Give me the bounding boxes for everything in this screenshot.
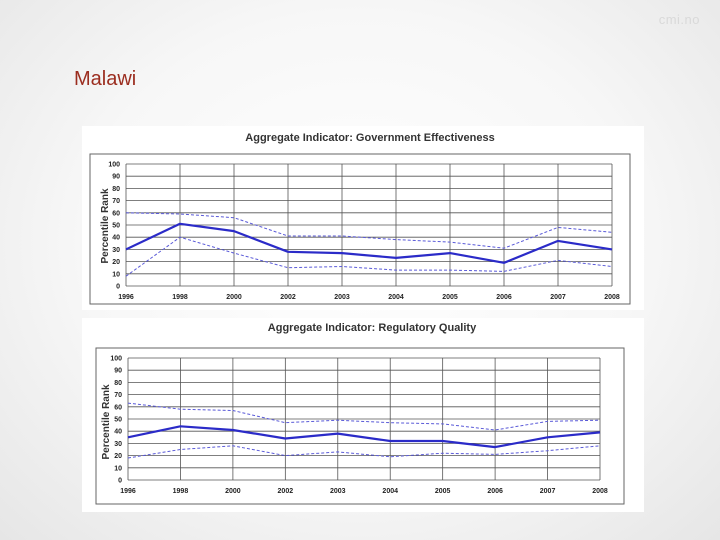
y-tick-label: 30 — [112, 247, 120, 254]
x-tick-label: 2003 — [330, 488, 346, 495]
x-tick-label: 1998 — [172, 294, 188, 301]
x-tick-label: 2007 — [540, 488, 556, 495]
y-tick-label: 0 — [118, 478, 122, 485]
chart-panel-regulatory-quality: Aggregate Indicator: Regulatory Quality … — [82, 318, 644, 512]
slide-title: Malawi — [74, 68, 137, 90]
series-line-confidence-bound — [125, 212, 613, 249]
x-tick-label: 2000 — [226, 294, 242, 301]
series-line-confidence-bound — [127, 402, 601, 431]
x-tick-label: 1996 — [120, 488, 136, 495]
x-tick-label: 2008 — [592, 488, 608, 495]
chart-regulatory-quality: Aggregate Indicator: Regulatory Quality … — [95, 322, 625, 505]
y-tick-label: 40 — [114, 429, 122, 436]
chart-title: Aggregate Indicator: Government Effectiv… — [245, 132, 494, 144]
y-tick-label: 70 — [114, 392, 122, 399]
chart-government-effectiveness: Aggregate Indicator: Government Effectiv… — [89, 132, 631, 305]
y-tick-label: 100 — [110, 356, 122, 363]
x-tick-label: 2005 — [442, 294, 458, 301]
y-axis-label: Percentile Rank — [100, 188, 111, 263]
series-line-confidence-bound — [125, 236, 613, 277]
y-tick-label: 70 — [112, 198, 120, 205]
x-tick-label: 2005 — [435, 488, 451, 495]
x-tick-label: 2008 — [604, 294, 620, 301]
y-tick-label: 100 — [108, 162, 120, 169]
y-tick-label: 30 — [114, 441, 122, 448]
series-line-estimate — [125, 222, 613, 264]
y-tick-label: 90 — [114, 368, 122, 375]
y-tick-label: 50 — [112, 223, 120, 230]
y-tick-label: 40 — [112, 235, 120, 242]
x-tick-label: 2002 — [280, 294, 296, 301]
y-tick-label: 90 — [112, 174, 120, 181]
series-line-estimate — [127, 425, 601, 449]
x-tick-label: 2004 — [382, 488, 398, 495]
y-tick-label: 0 — [116, 284, 120, 291]
plot-frame — [95, 347, 625, 505]
x-tick-label: 2002 — [278, 488, 294, 495]
x-tick-label: 2000 — [225, 488, 241, 495]
chart-title: Aggregate Indicator: Regulatory Quality — [268, 322, 477, 334]
y-tick-label: 10 — [112, 271, 120, 278]
x-tick-label: 1996 — [118, 294, 134, 301]
y-tick-label: 10 — [114, 465, 122, 472]
y-tick-label: 80 — [114, 380, 122, 387]
x-tick-label: 1998 — [173, 488, 189, 495]
brand-logo-text: cmi.no — [658, 12, 700, 27]
y-tick-label: 20 — [114, 453, 122, 460]
x-tick-label: 2006 — [487, 488, 503, 495]
series-line-confidence-bound — [127, 445, 601, 459]
y-tick-label: 60 — [112, 210, 120, 217]
x-tick-label: 2006 — [496, 294, 512, 301]
x-tick-label: 2003 — [334, 294, 350, 301]
y-axis-label: Percentile Rank — [101, 384, 112, 459]
x-tick-label: 2004 — [388, 294, 404, 301]
chart-panel-government-effectiveness: Aggregate Indicator: Government Effectiv… — [82, 126, 644, 310]
y-tick-label: 50 — [114, 417, 122, 424]
x-tick-label: 2007 — [550, 294, 566, 301]
y-tick-label: 80 — [112, 186, 120, 193]
y-tick-label: 20 — [112, 259, 120, 266]
y-tick-label: 60 — [114, 404, 122, 411]
